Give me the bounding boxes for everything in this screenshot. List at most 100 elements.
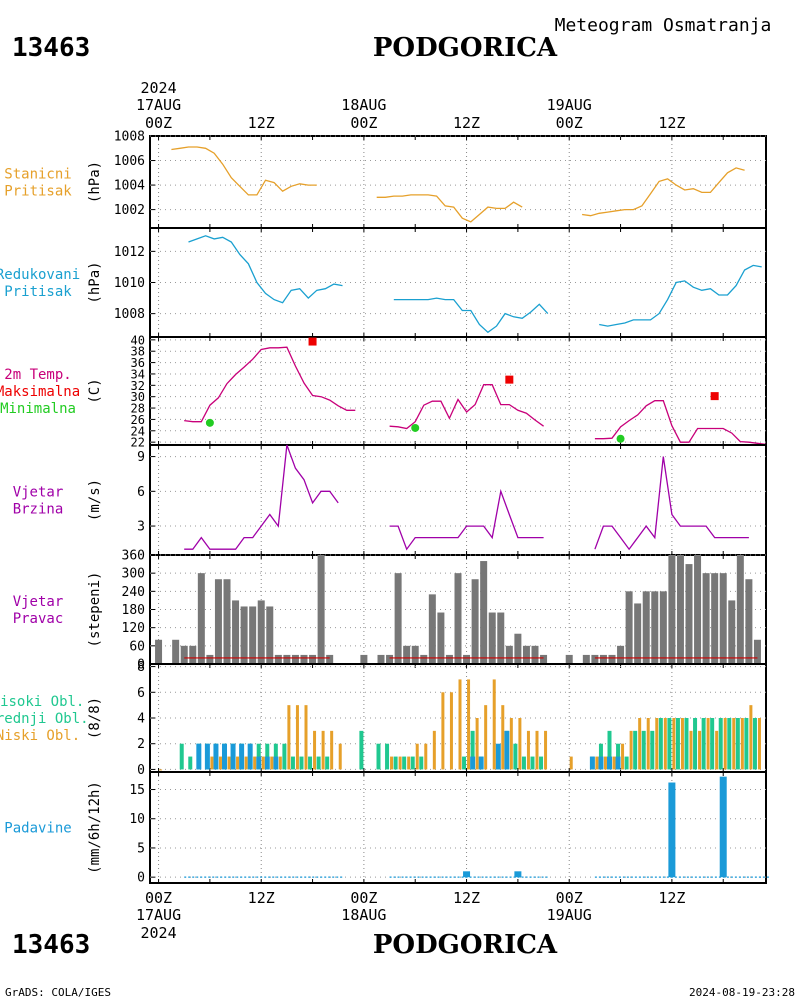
direction-bar bbox=[642, 591, 650, 664]
cloud-bar bbox=[646, 718, 650, 770]
y-tick-label: 40 bbox=[131, 333, 145, 347]
y-axis-label: (m/s) bbox=[87, 479, 103, 521]
y-tick-label: 240 bbox=[122, 585, 145, 600]
cloud-bar bbox=[295, 705, 299, 770]
cloud-bar bbox=[264, 756, 270, 770]
top-hour-label: 00Z bbox=[556, 114, 583, 132]
y-tick-label: 30 bbox=[131, 390, 145, 404]
direction-bar bbox=[309, 654, 317, 664]
cloud-bar bbox=[732, 718, 736, 770]
cloud-bar bbox=[624, 756, 629, 770]
y-tick-label: 2 bbox=[137, 737, 145, 752]
y-tick-label: 32 bbox=[131, 379, 145, 393]
panel-label: Pritisak bbox=[4, 284, 72, 300]
cloud-bar bbox=[467, 679, 471, 770]
direction-bar bbox=[531, 645, 539, 664]
panel-label: Padavine bbox=[4, 821, 71, 837]
cloud-bar bbox=[244, 756, 248, 770]
panel-frame bbox=[149, 135, 767, 229]
cloud-bar bbox=[607, 756, 612, 770]
cloud-bar bbox=[744, 718, 749, 770]
direction-bar bbox=[445, 654, 453, 664]
cloud-bar bbox=[330, 730, 334, 770]
direction-bar bbox=[403, 645, 411, 664]
cloud-bar bbox=[727, 718, 732, 770]
cloud-bar bbox=[672, 718, 676, 770]
footer-left: GrADS: COLA/IGES bbox=[5, 986, 111, 999]
cloud-bar bbox=[419, 756, 424, 770]
cloud-bar bbox=[698, 730, 702, 770]
cloud-bar bbox=[740, 718, 744, 770]
cloud-bar bbox=[638, 718, 642, 770]
cloud-bar bbox=[321, 730, 325, 770]
y-tick-label: 24 bbox=[131, 424, 145, 438]
panel-label: Redukovani bbox=[0, 267, 80, 283]
direction-bar bbox=[685, 564, 693, 664]
direction-bar bbox=[488, 612, 496, 664]
cloud-bar bbox=[680, 718, 684, 770]
y-axis-label: (8/8) bbox=[87, 697, 103, 739]
y-axis-label: (hPa) bbox=[87, 261, 103, 303]
cloud-bar bbox=[230, 743, 236, 770]
cloud-bar bbox=[213, 743, 219, 770]
panel-label: Brzina bbox=[13, 502, 64, 518]
cloud-bar bbox=[222, 743, 227, 770]
cloud-bar bbox=[569, 756, 573, 770]
series-line bbox=[582, 167, 745, 217]
direction-bar bbox=[172, 639, 180, 664]
y-tick-label: 120 bbox=[122, 621, 145, 636]
max-temp-marker bbox=[308, 337, 317, 346]
series-line bbox=[171, 146, 317, 196]
series-line bbox=[594, 400, 767, 446]
y-tick-label: 8 bbox=[137, 660, 145, 675]
cloud-bar bbox=[607, 730, 612, 770]
cloud-bar bbox=[723, 718, 727, 770]
cloud-bar bbox=[735, 718, 740, 770]
y-tick-label: 4 bbox=[137, 712, 145, 727]
direction-bar bbox=[377, 654, 385, 664]
direction-bar bbox=[232, 600, 240, 664]
series-line bbox=[389, 384, 544, 430]
direction-bar bbox=[591, 654, 599, 664]
direction-bar bbox=[702, 573, 710, 664]
top-hour-label: 12Z bbox=[658, 114, 685, 132]
direction-bar bbox=[676, 555, 684, 664]
y-tick-label: 15 bbox=[129, 783, 145, 798]
y-tick-label: 0 bbox=[137, 763, 145, 778]
top-hour-label: 12Z bbox=[248, 114, 275, 132]
y-tick-label: 300 bbox=[122, 567, 145, 582]
panel-label: Visoki Obl. bbox=[0, 694, 84, 710]
cloud-bar bbox=[752, 718, 757, 770]
direction-bar bbox=[428, 594, 436, 664]
min-temp-marker bbox=[616, 434, 625, 443]
cloud-bar bbox=[701, 718, 706, 770]
top-hour-label: 12Z bbox=[453, 114, 480, 132]
cloud-bar bbox=[253, 756, 257, 770]
station-id-top: 13463 bbox=[12, 33, 90, 63]
direction-bar bbox=[711, 573, 719, 664]
series-line bbox=[389, 488, 544, 551]
direction-bar bbox=[565, 654, 573, 664]
cloud-bar bbox=[196, 743, 202, 770]
direction-bar bbox=[266, 606, 274, 664]
direction-bar bbox=[505, 645, 513, 664]
cloud-bar bbox=[462, 756, 467, 770]
cloud-bar bbox=[188, 756, 193, 770]
y-tick-label: 22 bbox=[131, 436, 145, 450]
y-tick-label: 38 bbox=[131, 345, 145, 359]
cloud-bar bbox=[282, 743, 287, 770]
bottom-hour-label: 12Z bbox=[658, 889, 685, 907]
cloud-bar bbox=[402, 756, 407, 770]
y-tick-label: 1006 bbox=[114, 154, 145, 169]
direction-bar bbox=[625, 591, 633, 664]
panel-frame bbox=[149, 227, 767, 338]
cloud-bar bbox=[458, 679, 462, 770]
cloud-bar bbox=[236, 756, 240, 770]
y-tick-label: 9 bbox=[137, 450, 145, 465]
cloud-bar bbox=[308, 756, 313, 770]
series-line bbox=[599, 264, 762, 327]
cloud-bar bbox=[393, 756, 398, 770]
min-temp-marker bbox=[411, 423, 420, 432]
panel-label: Niski Obl. bbox=[0, 728, 80, 744]
direction-bar bbox=[728, 600, 736, 664]
